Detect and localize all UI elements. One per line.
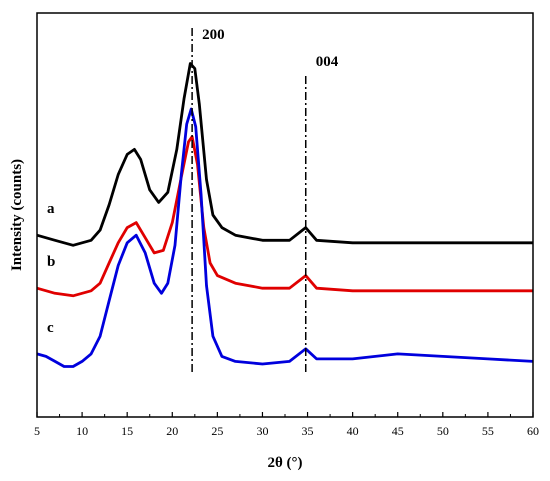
series-label-a: a (47, 201, 55, 217)
series-line-c (36, 107, 534, 368)
x-tick-label: 20 (166, 424, 178, 438)
y-axis-title: Intensity (counts) (9, 159, 25, 271)
series-label-b: b (47, 254, 55, 270)
x-tick-label: 10 (76, 424, 88, 438)
x-tick-label: 55 (482, 424, 494, 438)
reference-label-004: 004 (316, 54, 339, 70)
x-tick-label: 35 (302, 424, 314, 438)
series-line-b (36, 135, 533, 298)
x-axis-title: 2θ (°) (267, 455, 302, 471)
x-tick-label: 50 (437, 424, 449, 438)
x-tick-label: 40 (347, 424, 359, 438)
series-line-a (36, 62, 533, 247)
series-label-c: c (47, 320, 54, 336)
x-tick-label: 25 (211, 424, 223, 438)
x-tick-label: 15 (121, 424, 133, 438)
x-tick-label: 60 (527, 424, 539, 438)
reference-label-200: 200 (202, 27, 225, 43)
x-tick-label: 45 (392, 424, 404, 438)
x-tick-label: 30 (256, 424, 268, 438)
x-tick-label: 5 (34, 424, 40, 438)
